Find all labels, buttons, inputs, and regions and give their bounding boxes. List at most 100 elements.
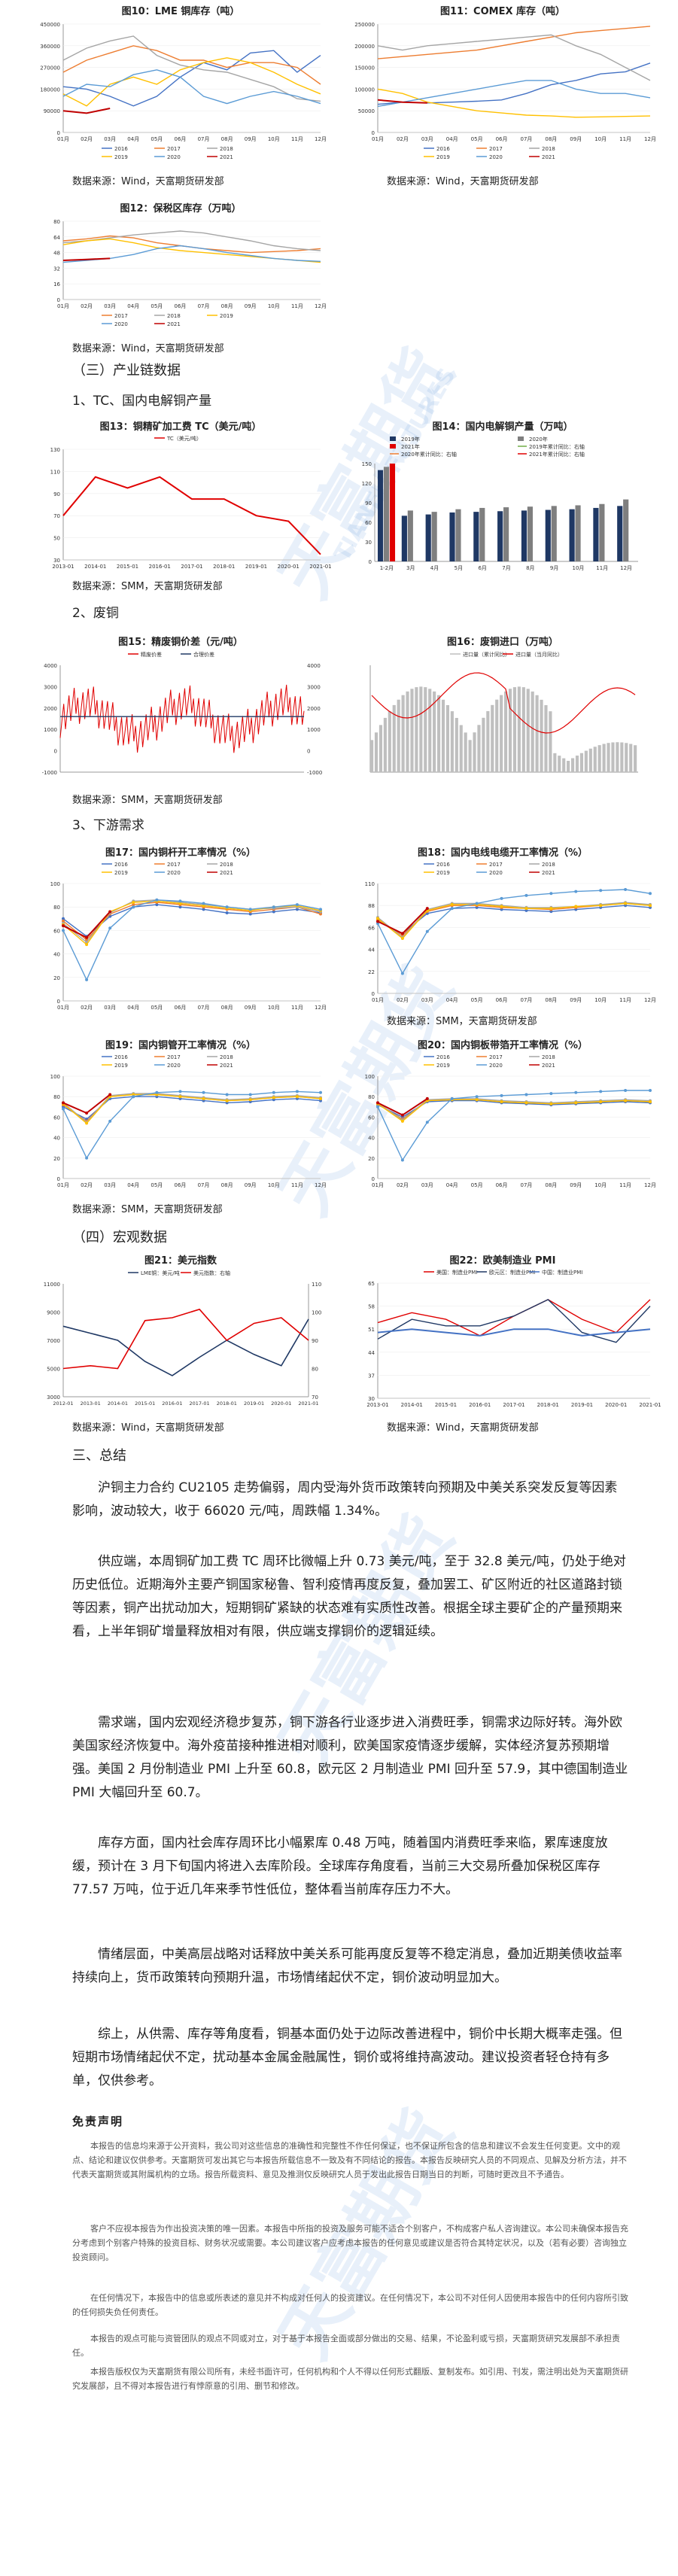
series-line (62, 1093, 321, 1124)
legend-label: 2021 (167, 321, 181, 327)
legend-label: 2021年 (401, 443, 420, 450)
bar (620, 742, 624, 772)
y-tick-label: 40 (53, 1136, 60, 1142)
x-tick-label: 07月 (198, 136, 210, 142)
bar (545, 509, 551, 561)
y-tick-label: 90000 (44, 108, 60, 114)
bar (415, 687, 418, 772)
bar (508, 689, 512, 772)
figure-13: 图13：铜精矿加工费 TC（美元/吨） 30 50 70 90 110 130 2013-0… (30, 415, 331, 593)
y-tick-label: 60 (53, 1115, 60, 1121)
x-tick-label: 11月 (619, 1182, 631, 1188)
legend-label: 2016 (114, 862, 128, 868)
series-line (377, 902, 651, 939)
bar (584, 750, 588, 772)
summary-paragraph: 库存方面，国内社会库存周环比小幅累库 0.48 万吨，随着国内消费旺季来临，累库… (72, 1835, 608, 1897)
series-line (377, 908, 428, 935)
legend-label: 2021年累计同比：右轴 (529, 451, 585, 458)
figure-21: 图21：美元指数 2012-01 2013-01 2014-01 2015-01 201… (30, 1249, 331, 1437)
figure-15: 图15：精废铜价差（元/吨） -1000 -1000 0 0 1000 1000 2000 2… (30, 631, 331, 808)
bar (607, 743, 610, 772)
bar (482, 717, 485, 772)
figure-source: 数据来源：SMM，天富期货研发部 (72, 795, 223, 806)
disclaimer-title: 免责声明 (72, 2115, 124, 2128)
series-line (62, 245, 321, 263)
rod-operating-rate-chart: 0 20 40 60 80 100 01月 02月 03月 04月 05月 06月 07月 08月 09月 1… (50, 862, 327, 1011)
section-heading: （四）宏观数据 (72, 1230, 167, 1245)
x-tick-label: 02月 (81, 303, 93, 309)
figure-title: 图20：国内铜板带箔开工率情况（%） (417, 1040, 588, 1051)
x-tick-label: 11月 (291, 136, 303, 142)
tube-operating-rate-chart: 0 20 40 60 80 100 01月 02月 03月 04月 05月 06月 07月 08月 09月 1… (50, 1054, 327, 1188)
bar (407, 510, 413, 561)
x-tick-label: 10月 (594, 1182, 607, 1188)
series-line (377, 26, 651, 59)
series-line (62, 1090, 321, 1160)
legend-label: 欧元区：制造业PMI (489, 1269, 535, 1276)
x-tick-label: 05月 (150, 1182, 163, 1188)
bar (433, 691, 436, 772)
bar (401, 516, 407, 561)
x-tick-label: 5月 (455, 565, 463, 571)
electrolytic-copper-output-chart: 0 30 60 90 120 150 1-2月 3月 4月 5月 6月 7月 8月 9月 10月 11月 12月… (362, 436, 638, 571)
bar (473, 732, 476, 772)
y-tick-label: 270000 (40, 65, 60, 71)
x-tick-label: 02月 (81, 1182, 93, 1188)
x-tick-label: 2017-01 (190, 1401, 210, 1407)
figure-title: 图21：美元指数 (144, 1255, 217, 1267)
legend-label: 2019年累计同比：右轴 (529, 443, 585, 450)
x-tick-label: 06月 (174, 303, 186, 309)
bar (389, 464, 396, 561)
y2-tick-label: 80 (312, 1367, 318, 1373)
legend-label: 2020 (489, 870, 503, 876)
series-line (62, 1308, 309, 1370)
series-line (62, 35, 321, 102)
series-line (377, 1328, 651, 1337)
legend-label: 2016 (436, 1054, 450, 1060)
dollar-index-chart: 2012-01 2013-01 2014-01 2015-01 2016-01 2017-… (44, 1270, 322, 1407)
x-tick-label: 02月 (397, 997, 409, 1003)
x-tick-label: 2016-01 (162, 1401, 182, 1407)
y-tick-label: 65 (368, 1281, 375, 1287)
y-tick-label: 60 (365, 520, 372, 526)
x-tick-label: 2021-01 (298, 1401, 318, 1407)
x-tick-label: 04月 (127, 1182, 139, 1188)
series-line (377, 1099, 651, 1122)
legend-label: 2021 (220, 1063, 233, 1069)
x-tick-label: 06月 (496, 997, 508, 1003)
bar (477, 725, 481, 772)
legend-label: 2020 (489, 154, 503, 160)
y-tick-label: 150000 (354, 65, 375, 71)
y-tick-label: 40 (53, 952, 60, 958)
y-tick-label: 80 (53, 219, 60, 225)
y-tick-label: 80 (53, 905, 60, 911)
y-tick-label: 250000 (354, 22, 375, 28)
y-tick-label: 0 (369, 559, 372, 565)
y-tick-label: 30 (365, 540, 372, 546)
bar (551, 506, 557, 561)
bar (588, 748, 592, 772)
legend-label: 2020 (167, 154, 181, 160)
x-tick-label: 12月 (315, 1182, 327, 1188)
subsection-heading: 1、TC、国内电解铜产量 (72, 394, 212, 409)
legend-label: 2016 (114, 146, 128, 152)
x-tick-label: 08月 (545, 997, 557, 1003)
y-tick-label: 110 (365, 881, 375, 887)
legend-label: 2017 (167, 862, 181, 868)
legend-label: 2021 (220, 870, 233, 876)
subsection-heading: 2、废铜 (72, 606, 119, 621)
y-tick-label: 30 (368, 1396, 375, 1402)
y-tick-label: 44 (368, 947, 375, 953)
series-line (377, 88, 651, 118)
legend-label: 2020年 (529, 436, 548, 443)
y2-tick-label: 100 (312, 1310, 321, 1316)
series-line (377, 905, 651, 935)
x-tick-label: 02月 (397, 1182, 409, 1188)
legend-label: 2018 (542, 862, 555, 868)
legend-label: 进口量（当月同比） (515, 651, 563, 658)
x-tick-label: 04月 (127, 136, 139, 142)
x-tick-label: 9月 (550, 565, 558, 571)
figure-source: 数据来源：Wind，天富期货研发部 (387, 176, 539, 187)
x-tick-label: 2020-01 (278, 564, 299, 570)
y-tick-label: 90 (53, 491, 60, 497)
